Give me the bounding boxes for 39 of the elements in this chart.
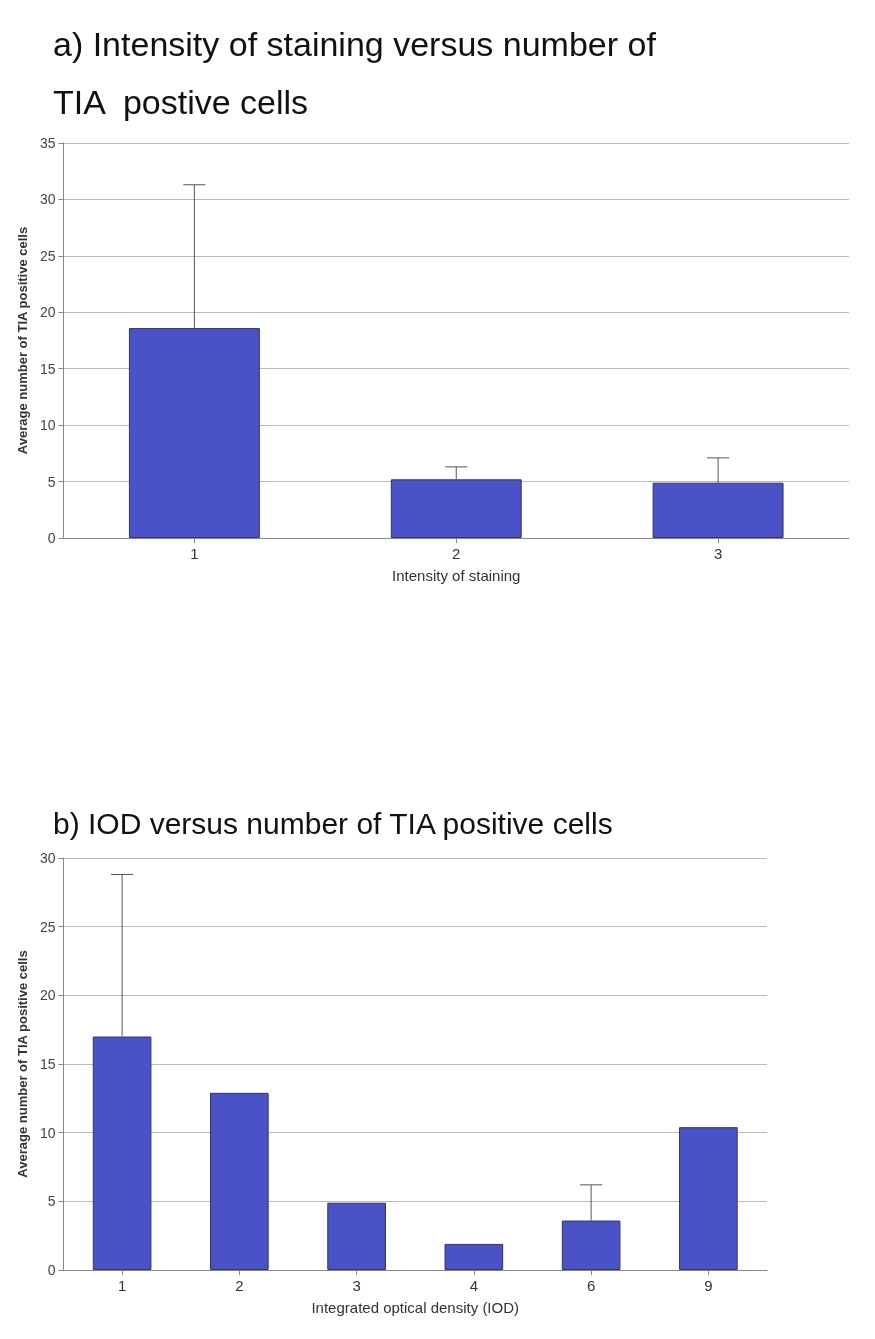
- bar: [679, 1127, 738, 1270]
- y-tick-label: 15: [39, 1056, 56, 1072]
- y-tick-label: 5: [47, 473, 56, 490]
- y-tick-label: 15: [39, 360, 56, 377]
- chart-title: a) Intensity of staining versus number of TIA postive cells: [53, 25, 657, 121]
- y-tick-label: 20: [39, 304, 56, 321]
- x-tick-label: 1: [117, 1277, 127, 1294]
- x-tick-label: 4: [469, 1277, 479, 1294]
- y-tick-label: 25: [39, 247, 56, 264]
- bar: [390, 479, 522, 538]
- x-tick-label: 3: [713, 545, 723, 562]
- y-tick-label: 30: [39, 191, 56, 208]
- x-axis-title: Intensity of staining: [392, 567, 521, 584]
- x-tick-label: 3: [352, 1277, 361, 1294]
- bar: [561, 1220, 621, 1270]
- bar: [210, 1092, 269, 1270]
- x-axis-title: Integrated optical density (IOD): [311, 1299, 520, 1316]
- y-tick-label: 0: [47, 1262, 56, 1278]
- y-tick-label: 25: [39, 918, 56, 935]
- bar: [444, 1243, 504, 1270]
- y-tick-label: 10: [39, 417, 56, 434]
- y-tick-label: 35: [39, 135, 56, 151]
- y-tick-label: 10: [39, 1124, 56, 1141]
- x-tick-label: 2: [452, 545, 461, 562]
- y-tick-label: 0: [47, 530, 56, 546]
- chart-title: b) IOD versus number of TIA positive cells: [53, 806, 613, 840]
- bar: [652, 482, 784, 538]
- bar: [92, 1036, 152, 1270]
- bar: [327, 1202, 386, 1270]
- x-tick-label: 9: [704, 1277, 713, 1294]
- y-tick-label: 20: [39, 987, 56, 1004]
- x-tick-label: 1: [190, 545, 199, 562]
- y-tick-label: 5: [47, 1193, 56, 1210]
- x-tick-label: 6: [586, 1277, 596, 1294]
- x-tick-label: 2: [235, 1277, 244, 1294]
- y-tick-label: 30: [39, 850, 56, 866]
- y-axis-title: Average number of TIA positive cells: [15, 226, 30, 455]
- y-axis-title: Average number of TIA positive cells: [15, 950, 30, 1178]
- bar: [128, 328, 260, 538]
